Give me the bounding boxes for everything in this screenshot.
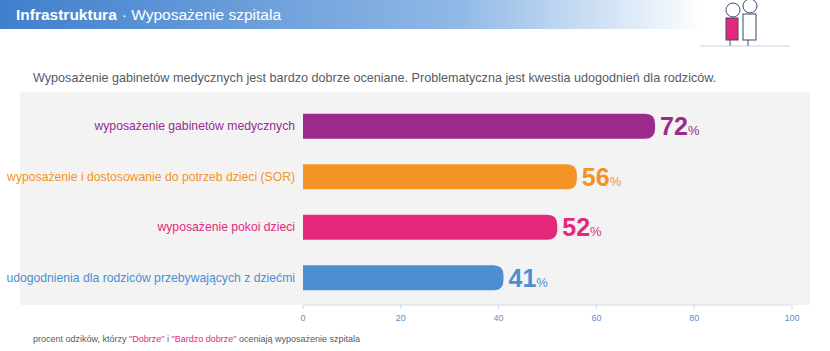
- figure-body: [726, 18, 738, 40]
- x-tick-label: 100: [784, 313, 799, 323]
- data-label-number: 41: [508, 264, 536, 292]
- category-label: wyposażenie pokoi dzieci: [156, 220, 295, 234]
- footnote-part: oceniają wyposażenie szpitala: [236, 334, 360, 344]
- header-band: [0, 0, 830, 29]
- data-label-unit: %: [590, 224, 602, 239]
- data-label: 52%: [562, 213, 602, 241]
- footnote: procent odzików, którzy "Dobrze" i "Bard…: [33, 334, 360, 344]
- x-tick: [498, 305, 499, 309]
- bar: [303, 215, 557, 240]
- data-label-unit: %: [610, 174, 622, 189]
- x-tick: [400, 305, 401, 309]
- figure-head: [726, 3, 740, 17]
- data-label-unit: %: [688, 123, 700, 138]
- x-tick: [792, 305, 793, 309]
- labels: wyposażenie gabinetów medycznych 72% wypos…: [6, 112, 700, 292]
- figure-leg: [748, 40, 749, 46]
- figure-head: [743, 0, 757, 13]
- bar: [303, 114, 655, 139]
- footnote-part: "Dobrze": [129, 334, 164, 344]
- illustration: [700, 0, 790, 46]
- x-tick: [694, 305, 695, 309]
- figure-leg: [730, 40, 731, 46]
- category-label: udogodnienia dla rodziców przebywających…: [6, 271, 295, 285]
- bars: [303, 114, 655, 291]
- data-label: 56%: [582, 163, 622, 191]
- data-label-number: 56: [582, 163, 610, 191]
- subtitle: Wyposażenie gabinetów medycznych jest ba…: [33, 71, 716, 85]
- x-tick-label: 20: [396, 313, 406, 323]
- data-label: 72%: [660, 112, 700, 140]
- figure-body: [743, 14, 756, 40]
- footnote-part: "Bardzo dobrze": [171, 334, 236, 344]
- header-title: Infrastruktura · Wyposażenie szpitala: [16, 6, 281, 23]
- footnote-part: procent odzików, którzy: [33, 334, 129, 344]
- data-label: 41%: [508, 264, 548, 292]
- ground-line: [700, 46, 790, 47]
- section: Infrastruktura: [16, 6, 117, 23]
- data-label-unit: %: [536, 275, 548, 290]
- title: · Wyposażenie szpitala: [122, 6, 282, 23]
- x-tick-label: 60: [591, 313, 601, 323]
- x-tick-label: 0: [300, 313, 305, 323]
- data-label-number: 52: [562, 213, 590, 241]
- x-tick: [303, 305, 304, 309]
- x-axis-line: [303, 305, 792, 306]
- category-label: wyposażenie gabinetów medycznych: [93, 119, 295, 133]
- x-tick: [596, 305, 597, 309]
- chart: Infrastruktura · Wyposażenie szpitala Wypo…: [0, 0, 830, 351]
- x-tick-label: 40: [494, 313, 504, 323]
- data-label-number: 72: [660, 112, 688, 140]
- category-label: wyposażenie i dostosowanie do potrzeb dz…: [6, 170, 295, 184]
- x-tick-label: 80: [689, 313, 699, 323]
- bar: [303, 265, 503, 290]
- bar: [303, 164, 577, 189]
- footnote-part: i: [164, 334, 171, 344]
